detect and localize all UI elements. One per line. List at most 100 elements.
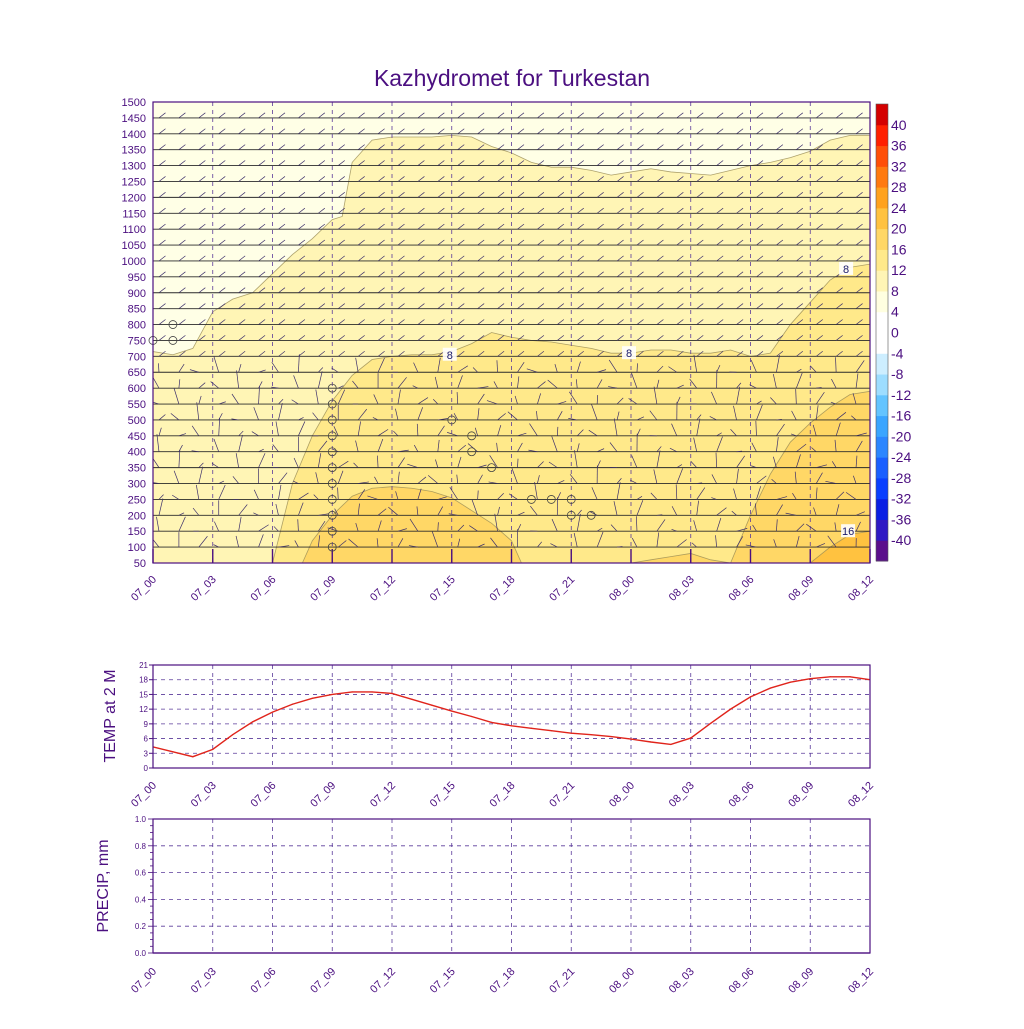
colorbar-level-label: -12 xyxy=(891,387,911,403)
temperature-time-tick-label: 07_21 xyxy=(547,780,577,810)
temperature-point xyxy=(232,734,233,735)
temperature-point xyxy=(431,705,432,706)
height-tick-label: 1200 xyxy=(122,192,146,204)
wind-barb xyxy=(537,97,544,102)
contour-label-text: 8 xyxy=(843,264,849,276)
wind-barb xyxy=(677,97,684,102)
height-tick-label: 450 xyxy=(128,431,146,443)
temperature-time-tick-label: 08_12 xyxy=(846,780,876,810)
colorbar-level-label: 24 xyxy=(891,200,907,216)
temperature-point xyxy=(511,725,512,726)
temperature-point xyxy=(252,721,253,722)
height-tick-label: 350 xyxy=(128,463,146,475)
precipitation-tick-label: 0.6 xyxy=(135,869,147,878)
temperature-time-tick-label: 08_00 xyxy=(607,780,637,810)
colorbar-level-label: 16 xyxy=(891,241,907,257)
time-tick-label: 07_18 xyxy=(488,574,518,604)
precipitation-tick-label: 0.8 xyxy=(135,842,147,851)
wind-barb xyxy=(816,97,823,102)
colorbar-level-label: -36 xyxy=(891,511,911,527)
colorbar-level-label: 28 xyxy=(891,179,907,195)
colorbar-swatch xyxy=(876,187,888,208)
colorbar-swatch xyxy=(876,166,888,187)
wind-barb xyxy=(717,97,724,102)
height-tick-label: 1000 xyxy=(122,256,146,268)
height-tick-label: 1300 xyxy=(122,161,146,173)
temperature-axis-label: TEMP at 2 M xyxy=(102,669,119,762)
colorbar-swatch xyxy=(876,125,888,146)
precipitation-grid xyxy=(153,819,870,953)
wind-barb xyxy=(478,97,485,102)
wind-barb xyxy=(697,97,704,102)
colorbar-level-label: -40 xyxy=(891,532,911,548)
wind-barb xyxy=(836,97,843,102)
precipitation-tick-label: 0.0 xyxy=(135,949,147,958)
wind-barb xyxy=(498,97,505,102)
temperature-time-tick-label: 08_06 xyxy=(727,780,757,810)
wind-barb xyxy=(756,97,763,102)
wind-barb xyxy=(776,97,783,102)
temperature-point xyxy=(730,709,731,710)
colorbar-swatch xyxy=(876,291,888,312)
time-tick-label: 08_06 xyxy=(727,574,757,604)
height-tick-label: 200 xyxy=(128,510,146,522)
height-tick-label: 1350 xyxy=(122,145,146,157)
chart-title: Kazhydromet for Turkestan xyxy=(374,65,650,91)
colorbar-level-label: -32 xyxy=(891,491,911,507)
height-tick-label: 700 xyxy=(128,351,146,363)
temperature-time-tick-label: 07_00 xyxy=(129,780,159,810)
temperature-tick-label: 3 xyxy=(144,749,149,758)
height-tick-label: 1250 xyxy=(122,176,146,188)
time-tick-label: 08_12 xyxy=(846,574,876,604)
height-tick-label: 1150 xyxy=(122,208,146,220)
wind-barb xyxy=(657,97,664,102)
precipitation-time-tick-label: 07_18 xyxy=(488,966,518,996)
wind-barb xyxy=(737,97,744,102)
time-tick-label: 07_21 xyxy=(547,574,577,604)
colorbar-swatch xyxy=(876,395,888,416)
wind-barb xyxy=(438,97,445,102)
wind-barb xyxy=(398,97,405,102)
temperature-point xyxy=(591,734,592,735)
colorbar-level-label: 40 xyxy=(891,117,907,133)
wind-barb xyxy=(557,97,564,102)
temperature-time-tick-label: 07_03 xyxy=(189,780,219,810)
wind-barb xyxy=(617,97,624,102)
wind-barb xyxy=(278,97,285,102)
temperature-tick-label: 9 xyxy=(144,720,149,729)
temperature-time-tick-label: 07_09 xyxy=(308,780,338,810)
wind-barb xyxy=(796,97,803,102)
temperature-point xyxy=(670,744,671,745)
temperature-time-tick-label: 07_06 xyxy=(249,780,279,810)
temperature-point xyxy=(391,693,392,694)
temperature-point xyxy=(750,696,751,697)
precipitation-tick-label: 0.4 xyxy=(135,895,147,904)
colorbar-swatch xyxy=(876,416,888,437)
precipitation-time-tick-label: 07_06 xyxy=(249,966,279,996)
temperature-time-tick-label: 08_03 xyxy=(667,780,697,810)
height-tick-label: 250 xyxy=(128,494,146,506)
contour-label: 16 xyxy=(841,524,855,538)
precipitation-time-tick-label: 08_03 xyxy=(667,966,697,996)
colorbar-level-label: -28 xyxy=(891,470,911,486)
contour-label-text: 8 xyxy=(447,350,453,362)
temperature-point xyxy=(770,687,771,688)
precipitation-tick-label: 0.2 xyxy=(135,922,147,931)
height-tick-label: 1450 xyxy=(122,113,146,125)
contour-label-text: 16 xyxy=(842,526,854,538)
wind-barb xyxy=(318,97,325,102)
precipitation-time-tick-label: 08_06 xyxy=(727,966,757,996)
height-tick-label: 650 xyxy=(128,367,146,379)
colorbar: -40-36-32-28-24-20-16-12-8-4048121620242… xyxy=(876,104,911,562)
precipitation-time-tick-label: 07_00 xyxy=(129,966,159,996)
precipitation-time-tick-label: 07_12 xyxy=(368,966,398,996)
temperature-point xyxy=(571,733,572,734)
colorbar-level-label: 36 xyxy=(891,138,907,154)
colorbar-swatch xyxy=(876,249,888,270)
height-tick-label: 1400 xyxy=(122,129,146,141)
wind-barb xyxy=(159,97,166,102)
